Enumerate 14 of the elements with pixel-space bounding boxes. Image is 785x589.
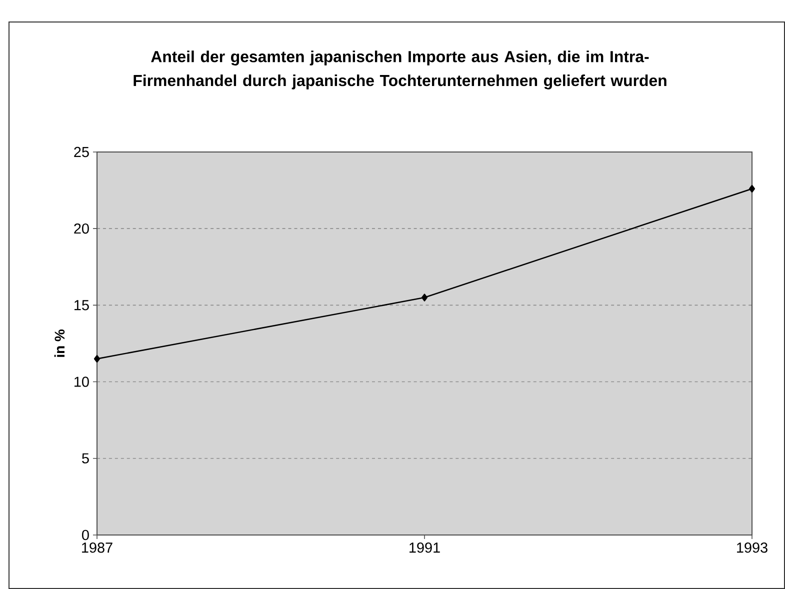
y-axis-title: in % (54, 330, 65, 357)
y-tick-label: 20 (74, 223, 89, 234)
y-tick-label: 15 (74, 300, 89, 310)
point (748, 184, 756, 193)
x-tick-label: 1987 (82, 542, 112, 553)
point (94, 354, 100, 363)
x-tick-label: 1993 (737, 542, 768, 553)
y-tick-label: 5 (82, 453, 89, 464)
point (421, 294, 428, 302)
y-tick-label: 10 (74, 376, 89, 387)
y-tick-label: 0 (82, 530, 89, 540)
chart-title: Anteil der gesamten japanischen Importe aus Asien, die im Intra-Firmenhandel durch japanische Tochterunternehmen geliefert wurden (134, 50, 666, 90)
y-tick-label: 25 (74, 146, 89, 158)
x-tick-label: 1991 (410, 542, 440, 553)
